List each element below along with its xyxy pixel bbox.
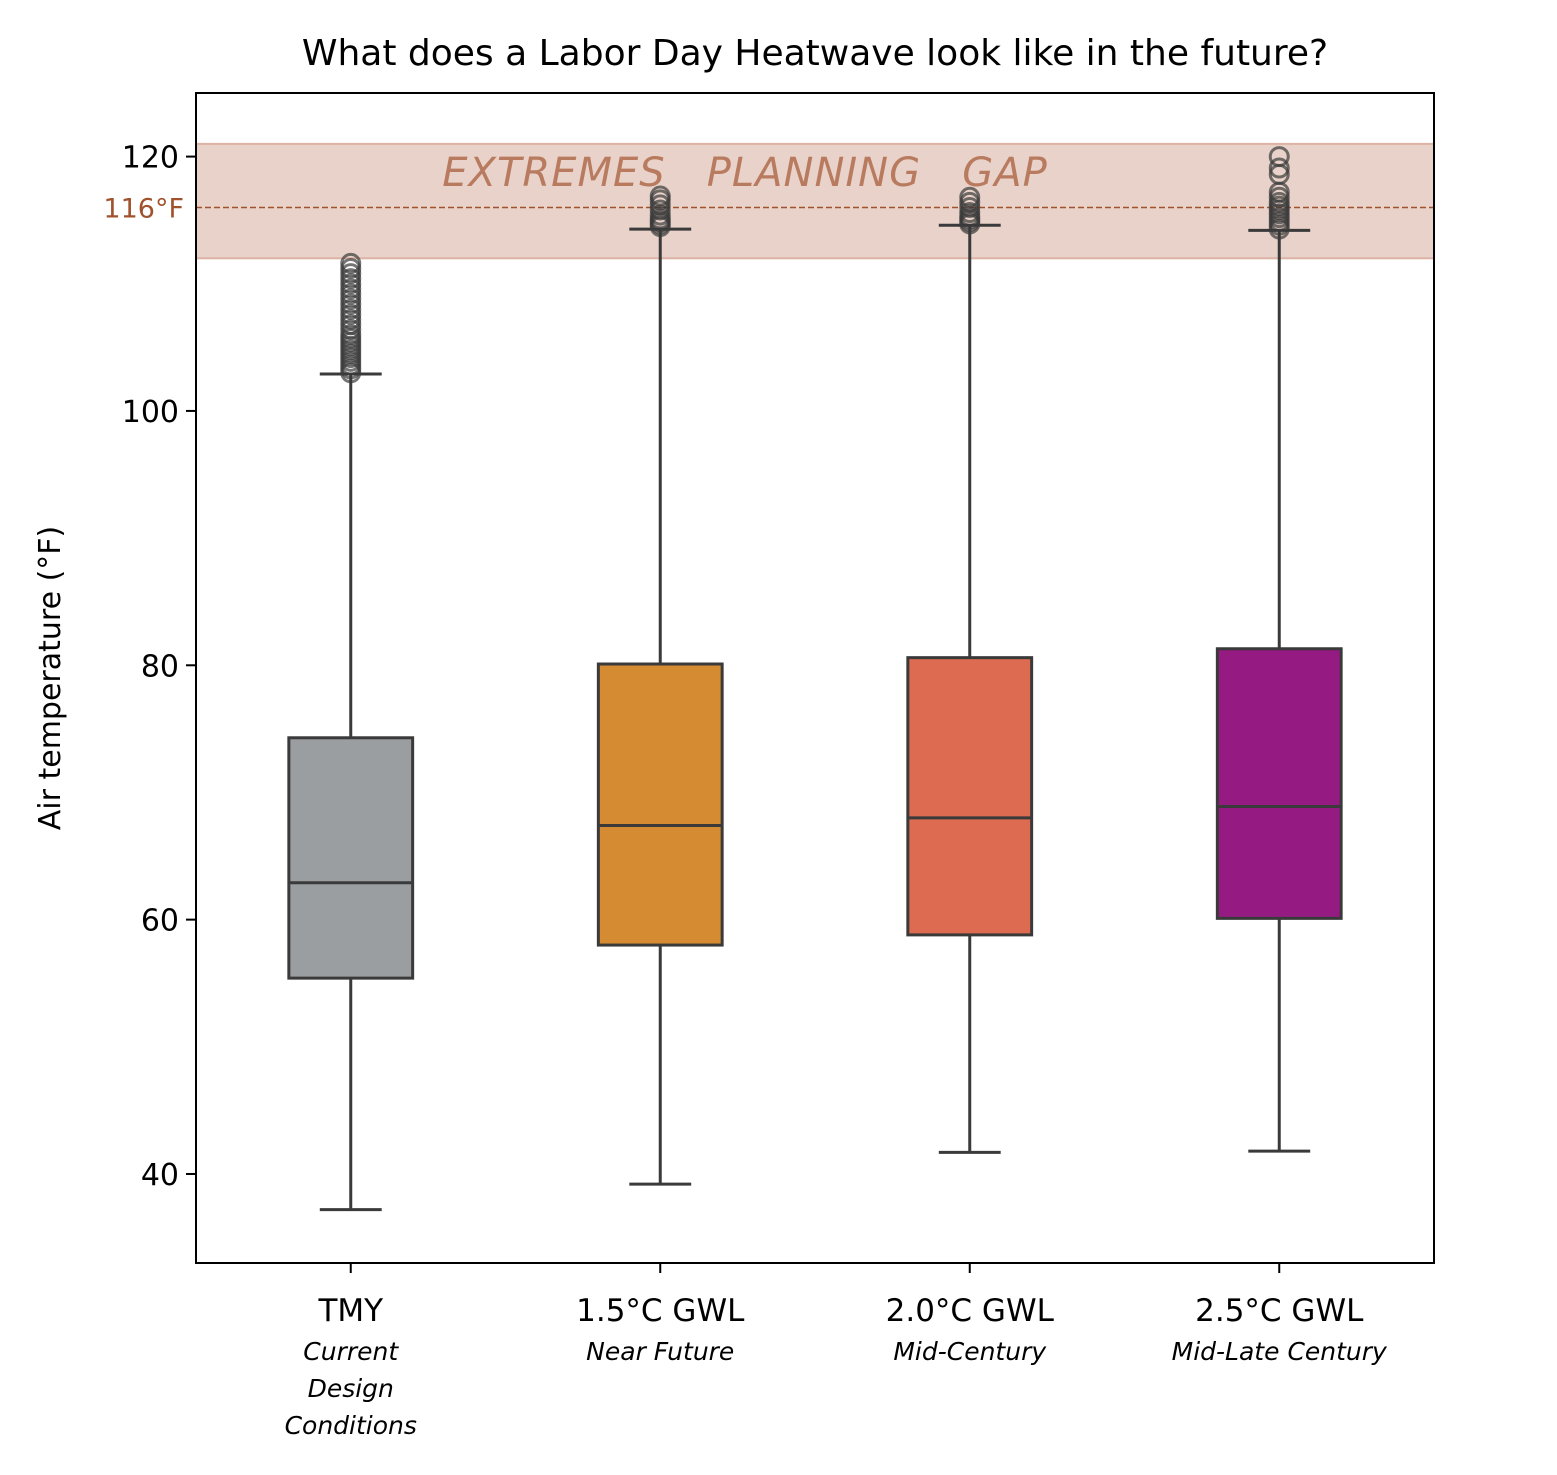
planning-gap-band (195, 142, 1435, 260)
boxplot-layer (287, 146, 1343, 1212)
y-tick-label: 60 (141, 904, 179, 939)
x-category-sublabel: Mid-Century (893, 1337, 1047, 1366)
y-tick-label: 100 (122, 395, 179, 430)
iqr-box (1215, 647, 1343, 920)
outlier-point (959, 186, 981, 208)
x-category-label: TMY (317, 1293, 383, 1329)
iqr-box (906, 656, 1034, 937)
box-group-1 (287, 252, 415, 1212)
x-category-sublabel: Conditions (285, 1411, 417, 1440)
outlier-point (649, 185, 671, 207)
box-group-2 (596, 185, 724, 1186)
plot-frame (195, 92, 1435, 1264)
x-category-label: 2.5°C GWL (1195, 1293, 1364, 1329)
x-category-sublabel: Design (308, 1374, 394, 1403)
planning-gap-band-label: EXTREMES PLANNING GAP (442, 150, 1047, 196)
y-tick-label: 80 (141, 649, 179, 684)
outlier-point (1268, 157, 1290, 179)
iqr-box (596, 662, 724, 947)
iqr-box (287, 736, 415, 980)
y-axis-title: Air temperature (°F) (33, 526, 68, 831)
reference-line-label: 116°F (103, 193, 184, 224)
y-tick-label: 40 (141, 1158, 179, 1193)
x-category-label: 2.0°C GWL (886, 1293, 1055, 1329)
x-category-label: 1.5°C GWL (576, 1293, 745, 1329)
y-tick-label: 120 (122, 141, 179, 176)
outlier-point (1268, 146, 1290, 168)
planning-gap-band-layer: EXTREMES PLANNING GAP 116°F (103, 142, 1435, 260)
x-category-sublabel: Current (303, 1337, 399, 1366)
box-group-4 (1215, 146, 1343, 1153)
y-axis: 40 60 80 100 120 (122, 141, 196, 1193)
outlier-point (340, 252, 362, 274)
box-group-3 (906, 186, 1034, 1154)
x-category-sublabel: Mid-Late Century (1172, 1337, 1388, 1366)
x-category-sublabel: Near Future (586, 1337, 734, 1366)
x-axis: TMY Current Design Conditions 1.5°C GWL Near … (285, 1263, 1388, 1440)
chart-title: What does a Labor Day Heatwave look like… (302, 33, 1328, 74)
